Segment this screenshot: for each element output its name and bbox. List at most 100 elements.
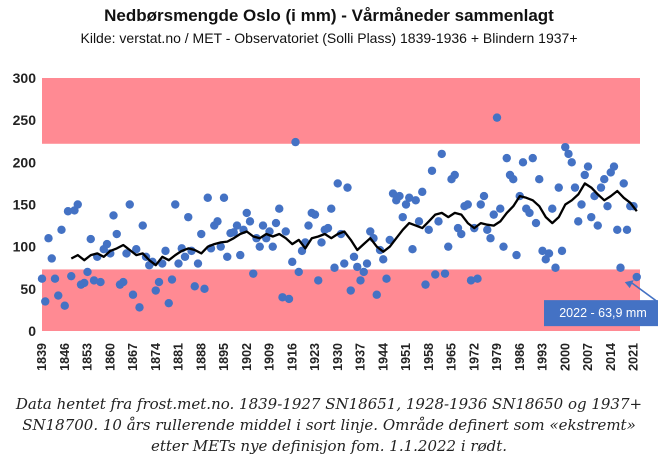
- data-point-2017: [616, 263, 625, 272]
- data-point-1978: [489, 210, 498, 219]
- data-point-1880: [171, 200, 180, 209]
- data-point-2006: [580, 170, 589, 180]
- data-point-1981: [499, 242, 508, 251]
- data-point-1887: [193, 259, 203, 268]
- data-point-1864: [119, 277, 128, 287]
- data-point-1980: [496, 204, 505, 213]
- data-point-2011: [596, 183, 606, 192]
- data-point-1992: [535, 175, 544, 184]
- data-point-1987: [518, 158, 528, 167]
- data-point-1959: [427, 166, 437, 175]
- data-point-1997: [551, 263, 560, 272]
- data-point-1899: [232, 221, 242, 230]
- data-point-1921: [304, 221, 313, 230]
- y-tick-label-150: 150: [13, 197, 37, 213]
- data-point-1889: [200, 284, 209, 294]
- x-tick-label-1916: 1916: [285, 343, 299, 371]
- extreme-band-1: [42, 269, 640, 331]
- data-point-1895: [219, 193, 229, 202]
- data-point-1929: [330, 263, 339, 272]
- data-point-1854: [86, 234, 95, 244]
- data-point-1947: [388, 189, 398, 198]
- data-point-1963: [440, 269, 450, 278]
- data-point-2010: [593, 221, 602, 230]
- data-point-1957: [421, 280, 430, 289]
- data-point-1869: [135, 303, 144, 312]
- data-point-2018: [619, 179, 628, 188]
- data-point-1841: [44, 234, 53, 243]
- data-point-1989: [525, 208, 534, 218]
- data-point-1870: [138, 221, 147, 230]
- data-point-1857: [96, 277, 105, 287]
- annotation-box: [544, 300, 658, 327]
- x-tick-label-1993: 1993: [536, 343, 550, 371]
- data-point-2000: [561, 142, 570, 152]
- data-point-1855: [89, 276, 99, 285]
- data-point-1915: [284, 294, 294, 304]
- x-tick-label-1860: 1860: [103, 343, 117, 371]
- data-point-2015: [609, 162, 619, 171]
- data-point-2001: [564, 149, 573, 159]
- x-tick-label-1839: 1839: [35, 343, 49, 371]
- data-point-1853: [83, 267, 92, 277]
- data-point-2016: [613, 225, 622, 234]
- x-tick-label-1895: 1895: [217, 343, 231, 371]
- data-point-1912: [275, 204, 284, 213]
- data-point-1927: [323, 223, 333, 233]
- data-point-1850: [73, 200, 82, 209]
- data-point-2005: [577, 200, 586, 209]
- data-point-1894: [216, 242, 225, 251]
- data-point-1867: [128, 290, 138, 299]
- x-tick-label-1986: 1986: [513, 343, 527, 371]
- caption-line-3: etter METs nye definisjon fom. 1.1.2022 …: [150, 437, 508, 455]
- data-point-2012: [600, 175, 609, 184]
- data-point-1883: [180, 252, 190, 261]
- data-point-1953: [408, 244, 417, 254]
- x-tick-label-1867: 1867: [126, 343, 140, 371]
- data-point-2004: [574, 217, 583, 226]
- data-point-1934: [346, 286, 355, 295]
- data-point-1925: [317, 238, 326, 247]
- data-point-1970: [463, 200, 472, 209]
- data-point-1977: [486, 234, 495, 243]
- data-point-1847: [63, 207, 73, 216]
- chart-title: Nedbørsmengde Oslo (i mm) - Vårmåneder s…: [104, 6, 554, 25]
- x-tick-label-1930: 1930: [331, 343, 345, 371]
- x-tick-label-1972: 1972: [467, 343, 481, 371]
- y-tick-label-100: 100: [13, 239, 37, 255]
- extreme-band-2: [42, 78, 640, 144]
- data-point-1951: [401, 200, 411, 209]
- data-point-1982: [502, 153, 511, 163]
- data-point-1910: [268, 242, 277, 251]
- data-point-1902: [242, 208, 251, 218]
- y-tick-label-50: 50: [20, 281, 36, 297]
- data-point-1976: [483, 225, 492, 234]
- data-point-1844: [54, 291, 63, 300]
- data-point-1952: [405, 193, 414, 202]
- annotation-arrow-head: [624, 280, 634, 289]
- annotation-label: 2022 - 63,9 mm: [559, 306, 647, 320]
- data-point-1944: [379, 255, 388, 264]
- data-point-1842: [47, 254, 56, 263]
- data-point-1990: [528, 153, 537, 163]
- data-point-1859: [102, 239, 112, 249]
- chart-caption: Data hentet fra frost.met.no. 1839-1927 …: [0, 394, 658, 457]
- data-point-1865: [122, 249, 131, 258]
- data-point-1868: [132, 244, 141, 254]
- data-point-1845: [57, 225, 66, 234]
- data-point-1932: [340, 259, 349, 268]
- data-point-2022: [632, 272, 641, 282]
- data-point-1843: [50, 274, 60, 283]
- data-point-1848: [67, 271, 76, 281]
- data-point-1942: [372, 290, 381, 299]
- data-point-1966: [450, 170, 459, 180]
- annotation-arrow-line: [630, 281, 658, 303]
- data-point-1945: [382, 274, 391, 283]
- x-tick-label-1902: 1902: [240, 343, 254, 371]
- data-point-1866: [125, 200, 134, 209]
- y-tick-label-300: 300: [13, 70, 37, 86]
- data-point-1975: [479, 191, 489, 201]
- data-point-1938: [359, 267, 368, 277]
- data-point-1846: [60, 301, 69, 310]
- data-point-1881: [174, 259, 183, 268]
